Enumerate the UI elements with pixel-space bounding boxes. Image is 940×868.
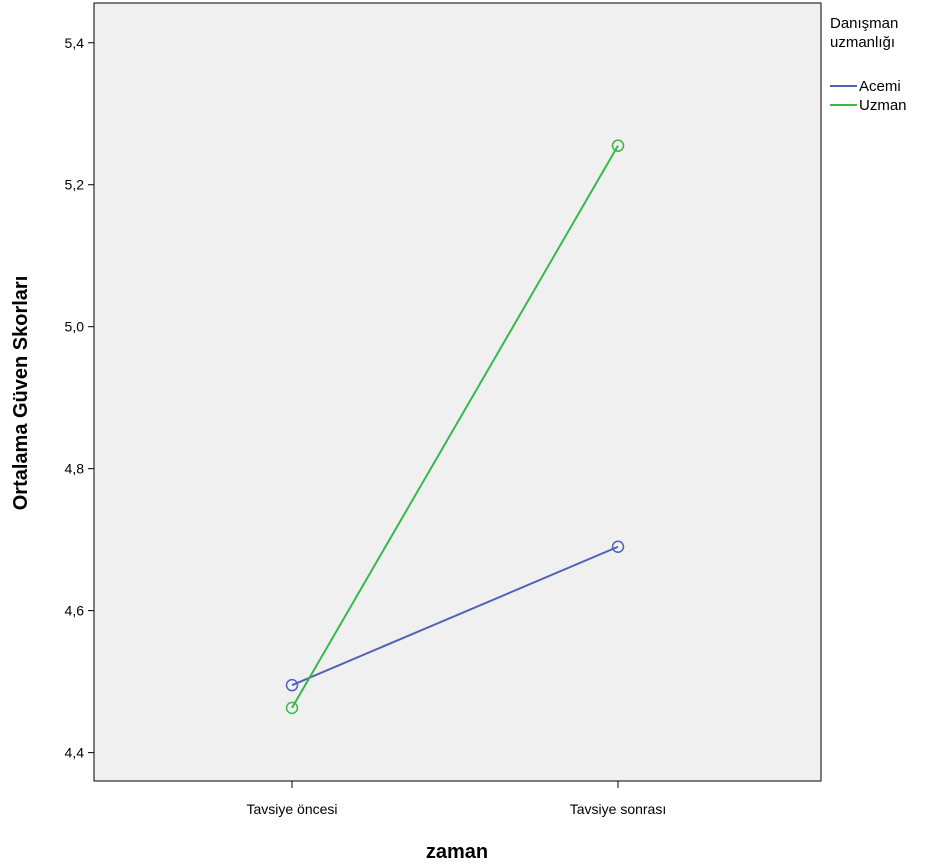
y-tick-label: 5,2 [65, 177, 85, 193]
x-axis: Tavsiye öncesi Tavsiye sonrası [246, 781, 666, 817]
legend-label: Uzman [859, 97, 907, 114]
legend-label: Acemi [859, 78, 901, 95]
y-tick-label: 4,4 [65, 745, 85, 761]
data-point-uzman [285, 701, 299, 715]
y-tick-label: 4,8 [65, 461, 85, 477]
x-tick-label: Tavsiye öncesi [246, 801, 337, 817]
x-tick-label: Tavsiye sonrası [570, 801, 666, 817]
y-axis: 4,4 4,6 4,8 5,0 5,2 5,4 [65, 35, 94, 761]
series-line-acemi [291, 545, 619, 687]
data-point-uzman [611, 139, 625, 152]
y-tick-label: 4,6 [65, 603, 85, 619]
series-layer [285, 139, 625, 715]
legend: Danışman uzmanlığı Acemi Uzman [830, 15, 907, 114]
y-tick-label: 5,4 [65, 35, 85, 51]
plot-area [93, 2, 822, 782]
y-tick-label: 5,0 [65, 319, 85, 335]
legend-title-line-1: Danışman [830, 15, 898, 32]
y-axis-title: Ortalama Güven Skorları [10, 276, 32, 511]
legend-title-line-2: uzmanlığı [830, 34, 895, 51]
data-point-acemi [611, 540, 625, 553]
series-line-uzman [291, 145, 619, 709]
data-point-acemi [285, 678, 299, 692]
x-axis-title: zaman [426, 841, 488, 863]
